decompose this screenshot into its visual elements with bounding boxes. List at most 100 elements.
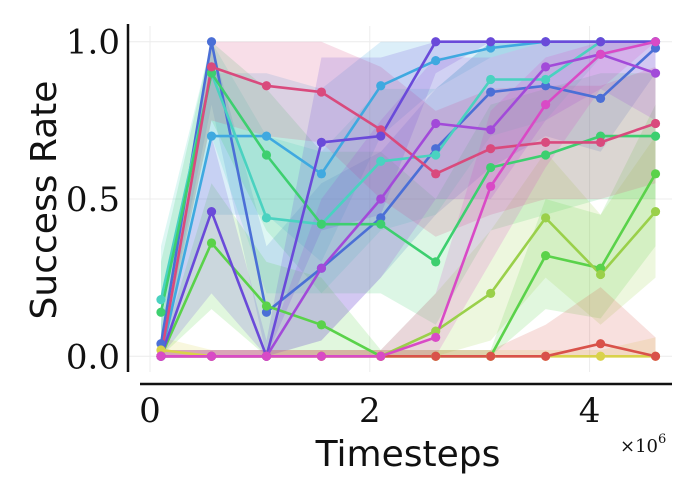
series-1-point-3 xyxy=(316,169,327,179)
series-9-point-1 xyxy=(206,206,217,217)
series-3-point-2 xyxy=(261,150,272,160)
series-3-point-7 xyxy=(541,150,551,160)
series-11-point-2 xyxy=(261,351,272,361)
series-9-band xyxy=(161,41,656,357)
series-3-point-8 xyxy=(595,131,606,141)
series-1-band xyxy=(161,41,656,357)
x-tick-label-1: 2 xyxy=(359,391,381,431)
series-0-point-4 xyxy=(376,213,386,223)
series-9-point-4 xyxy=(376,131,386,141)
series-3-point-9 xyxy=(650,131,661,141)
series-2-point-4 xyxy=(376,156,386,166)
series-9-point-6 xyxy=(486,37,496,47)
tick-labels: 0.0 0.5 1.0 0 2 4 xyxy=(66,23,600,431)
series-6-point-8 xyxy=(595,351,606,361)
series-8-band xyxy=(161,41,656,357)
series-9-line xyxy=(159,40,656,358)
series-3-point-1 xyxy=(206,68,217,78)
series-4-point-7 xyxy=(541,251,551,261)
series-4-point-2 xyxy=(261,301,272,311)
series-7-point-8 xyxy=(595,339,606,349)
series-11-point-6 xyxy=(486,181,496,192)
y-tick-label-2: 1.0 xyxy=(66,23,120,63)
series-2-point-7 xyxy=(541,74,551,85)
series-3-point-0 xyxy=(156,307,166,317)
x-multiplier-exponent: 6 xyxy=(658,432,666,447)
series-6-point-0 xyxy=(156,345,166,355)
series-7-band xyxy=(161,287,656,357)
series-0-line xyxy=(159,40,657,344)
series-3-point-4 xyxy=(376,219,386,229)
series-4-point-3 xyxy=(316,320,327,330)
series-7-point-5 xyxy=(431,351,441,361)
series-11-point-0 xyxy=(156,351,166,361)
series-10-point-5 xyxy=(431,118,441,129)
series-11-point-9 xyxy=(650,37,661,47)
x-multiplier-base: ×10 xyxy=(620,436,658,457)
series-0-point-0 xyxy=(156,339,166,349)
series-9-point-8 xyxy=(595,37,606,47)
series-10-point-6 xyxy=(486,125,496,135)
series-11-point-4 xyxy=(376,351,386,361)
series-10-band xyxy=(161,41,656,357)
axes xyxy=(126,24,672,386)
series-points xyxy=(156,37,661,361)
series-8-point-5 xyxy=(431,169,441,179)
series-0-point-2 xyxy=(261,307,272,317)
x-tick-label-0: 0 xyxy=(139,391,161,431)
y-tick-label-0: 0.0 xyxy=(66,337,120,377)
series-8-point-8 xyxy=(595,137,606,147)
series-4-point-1 xyxy=(206,238,217,248)
series-5-point-8 xyxy=(595,269,606,280)
series-7-point-9 xyxy=(650,351,661,361)
series-5-point-5 xyxy=(431,326,441,336)
series-1-point-5 xyxy=(431,56,441,66)
series-5-point-9 xyxy=(650,206,661,217)
series-0-point-7 xyxy=(541,81,551,91)
series-0-point-5 xyxy=(431,144,441,154)
series-10-point-7 xyxy=(541,62,551,72)
series-8-line xyxy=(159,65,656,357)
series-0-point-9 xyxy=(650,43,661,53)
series-2-band xyxy=(161,41,656,350)
series-11-point-8 xyxy=(595,49,606,59)
series-7-point-7 xyxy=(541,351,551,361)
series-11-band xyxy=(161,41,656,357)
x-axis-title: Timesteps xyxy=(315,434,501,475)
series-2-point-6 xyxy=(486,74,496,85)
series-0-point-6 xyxy=(486,87,496,97)
series-11-line xyxy=(161,40,656,358)
series-10-point-9 xyxy=(650,68,661,78)
series-2-point-2 xyxy=(261,213,272,223)
series-2-point-5 xyxy=(431,150,441,160)
series-1-point-1 xyxy=(206,131,217,141)
series-3-point-3 xyxy=(316,219,327,229)
y-axis-title: Success Rate xyxy=(24,81,65,320)
x-tick-label-2: 4 xyxy=(579,391,601,431)
series-9-point-3 xyxy=(316,137,327,147)
series-8-point-9 xyxy=(650,118,661,129)
x-axis-multiplier: ×106 xyxy=(620,432,666,457)
series-1-point-6 xyxy=(486,43,496,53)
series-0-point-1 xyxy=(206,37,217,47)
series-5-band xyxy=(161,136,656,357)
series-8-point-4 xyxy=(376,125,386,135)
series-3-point-5 xyxy=(431,257,441,267)
series-8-point-6 xyxy=(486,144,496,154)
series-4-point-9 xyxy=(650,169,661,179)
series-5-point-6 xyxy=(486,288,496,298)
series-1-point-4 xyxy=(376,81,386,91)
series-11-point-1 xyxy=(206,351,217,361)
series-8-point-2 xyxy=(261,81,272,91)
series-11-point-7 xyxy=(541,100,551,110)
series-2-point-0 xyxy=(156,295,166,305)
series-10-point-4 xyxy=(376,194,386,204)
y-tick-label-1: 0.5 xyxy=(66,180,120,220)
series-11-point-3 xyxy=(316,351,327,361)
series-1-point-2 xyxy=(261,131,272,141)
series-0-band xyxy=(161,41,656,357)
series-7-point-6 xyxy=(486,351,496,361)
confidence-bands xyxy=(161,41,656,357)
series-11-point-5 xyxy=(431,332,441,342)
